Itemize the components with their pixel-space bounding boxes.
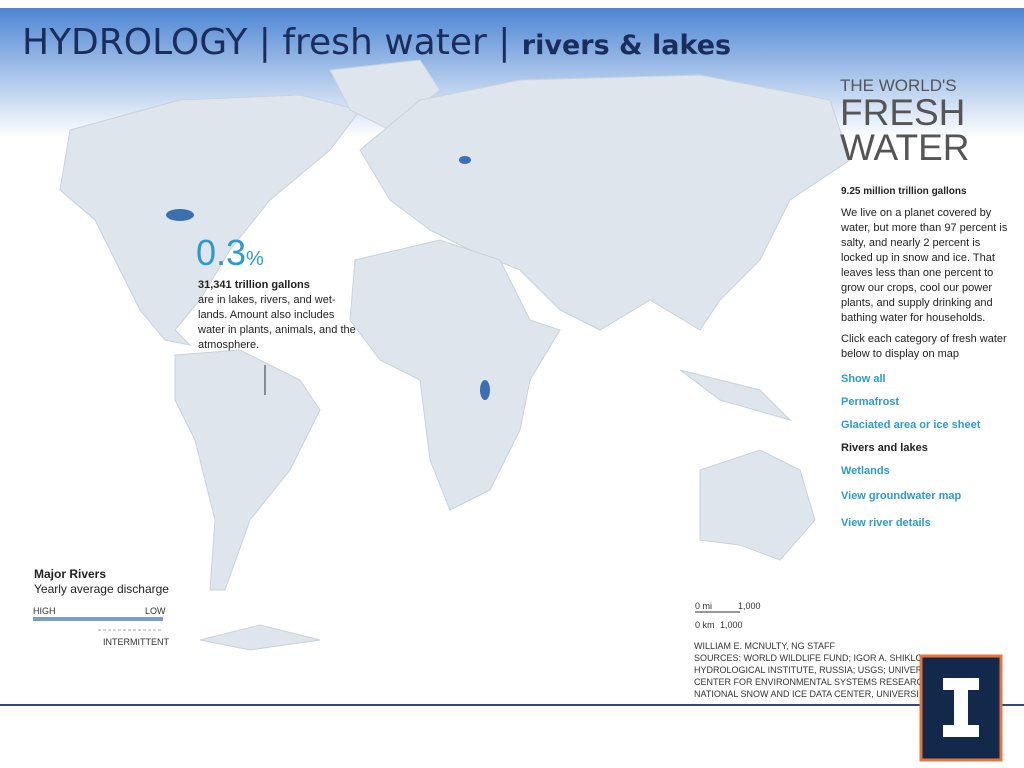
paragraph: We live on a planet covered by water, bu… xyxy=(841,207,1008,324)
credit-line: NATIONAL SNOW AND ICE DATA CENTER, UNIVE… xyxy=(694,689,919,699)
category-link[interactable]: Rivers and lakes xyxy=(841,442,928,454)
scale-label: 1,000 xyxy=(720,620,743,630)
legend-subtitle: Yearly average discharge xyxy=(34,582,169,596)
link-list: Show all Permafrost Glaciated area or ice … xyxy=(841,372,1009,479)
category-link[interactable]: Wetlands xyxy=(841,465,890,477)
legend-label: HIGH xyxy=(33,606,56,616)
logo xyxy=(919,654,1003,762)
category-link[interactable]: Glaciated area or ice sheet xyxy=(841,419,981,431)
sidebar-heading: THE WORLD'S FRESH WATER xyxy=(840,76,969,166)
credit-line: WILLIAM E. MCNULTY, NG STAFF xyxy=(694,641,836,651)
scale-label: 0 km xyxy=(695,620,715,630)
unit: % xyxy=(246,248,264,270)
big-number: 0.3% xyxy=(196,232,264,274)
credit-line: SOURCES: WORLD WILDLIFE FUND; IGOR A. SH… xyxy=(694,653,920,663)
legend-label: LOW xyxy=(145,606,166,616)
credit-line: CENTER FOR ENVIRONMENTAL SYSTEMS RESEARC xyxy=(694,677,920,687)
link-list: View groundwater map View river details xyxy=(841,489,1009,531)
sidebar: 9.25 million trillion gallons We live on… xyxy=(841,184,1009,543)
heading: WATER xyxy=(840,127,970,168)
scale-label: 0 mi xyxy=(695,601,713,611)
amount: 31,341 trillion gallons xyxy=(198,279,310,291)
view-link[interactable]: View river details xyxy=(841,517,931,529)
view-link[interactable]: View groundwater map xyxy=(841,490,962,502)
total: 9.25 million trillion gallons xyxy=(841,186,967,197)
number: 0.3 xyxy=(196,232,247,273)
world-map xyxy=(59,59,851,651)
legend-label: INTERMITTENT xyxy=(103,637,169,647)
category-link[interactable]: Permafrost xyxy=(841,396,900,408)
lakes xyxy=(166,156,490,400)
scale-label: 1,000 xyxy=(738,601,761,611)
credit-line: HYDROLOGICAL INSTITUTE, RUSSIA; USGS; UN… xyxy=(694,665,920,675)
title-emphasis: rivers & lakes xyxy=(521,30,732,61)
legend: Major Rivers Yearly average discharge xyxy=(34,567,169,597)
instruction: Click each category of fresh water below… xyxy=(841,333,1007,360)
legend-gradient xyxy=(33,617,163,621)
heading: FRESH xyxy=(840,92,966,133)
title-text: HYDROLOGY | fresh water | xyxy=(22,22,522,63)
description: are in lakes, rivers, and wet-lands. Amo… xyxy=(198,294,356,351)
category-link[interactable]: Show all xyxy=(841,373,886,385)
slide-title: HYDROLOGY | fresh water | rivers & lakes xyxy=(22,22,731,63)
callout-text: 31,341 trillion gallons are in lakes, riv… xyxy=(198,278,358,353)
heading: THE WORLD'S xyxy=(840,76,957,95)
credits: WILLIAM E. MCNULTY, NG STAFF SOURCES: WOR… xyxy=(694,640,920,700)
legend-title: Major Rivers xyxy=(34,567,107,581)
